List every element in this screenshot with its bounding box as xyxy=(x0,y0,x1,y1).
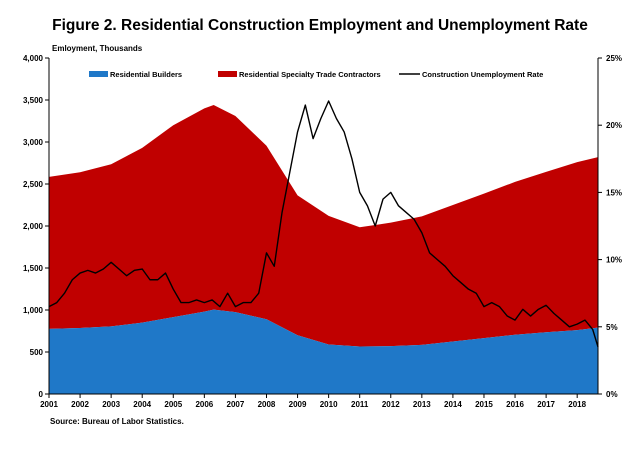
x-tick-label: 2003 xyxy=(102,400,120,409)
plot-area xyxy=(48,100,599,394)
series-area-residential-builders xyxy=(49,309,598,394)
x-tick-label: 2002 xyxy=(71,400,89,409)
left-tick-label: 3,000 xyxy=(23,138,44,147)
right-tick-label: 0% xyxy=(606,390,618,399)
left-tick-label: 2,000 xyxy=(23,222,44,231)
y-axis-label: Emloyment, Thousands xyxy=(52,44,143,53)
legend-swatch-residential-specialty-trade-contractors xyxy=(218,71,237,77)
x-tick-label: 2004 xyxy=(133,400,151,409)
x-tick-label: 2018 xyxy=(568,400,586,409)
left-tick-label: 1,500 xyxy=(23,264,44,273)
x-tick-label: 2016 xyxy=(506,400,524,409)
legend-label-residential-specialty-trade-contractors: Residential Specialty Trade Contractors xyxy=(239,70,381,79)
x-tick-label: 2012 xyxy=(382,400,400,409)
left-tick-label: 500 xyxy=(30,348,44,357)
left-tick-label: 0 xyxy=(39,390,44,399)
right-tick-label: 25% xyxy=(606,54,622,63)
source-note: Source: Bureau of Labor Statistics. xyxy=(50,417,184,426)
left-tick-label: 2,500 xyxy=(23,180,44,189)
left-tick-label: 1,000 xyxy=(23,306,44,315)
x-tick-label: 2001 xyxy=(40,400,58,409)
x-tick-label: 2017 xyxy=(537,400,555,409)
axes: 05001,0001,5002,0002,5003,0003,5004,000 … xyxy=(23,54,622,409)
right-axis-ticks: 0% 5% 10% 15% 20% 25% xyxy=(598,54,622,399)
x-tick-label: 2014 xyxy=(444,400,462,409)
x-tick-label: 2010 xyxy=(320,400,338,409)
right-tick-label: 10% xyxy=(606,256,622,265)
x-tick-label: 2006 xyxy=(195,400,213,409)
x-tick-label: 2007 xyxy=(227,400,245,409)
series-line-construction-unemployment-rate xyxy=(48,100,599,348)
right-tick-label: 5% xyxy=(606,323,618,332)
right-tick-label: 15% xyxy=(606,188,622,197)
legend-label-residential-builders: Residential Builders xyxy=(110,70,182,79)
legend-swatch-residential-builders xyxy=(89,71,108,77)
x-tick-label: 2013 xyxy=(413,400,431,409)
chart-title: Figure 2. Residential Construction Emplo… xyxy=(52,17,588,34)
left-tick-label: 4,000 xyxy=(23,54,44,63)
right-tick-label: 20% xyxy=(606,121,622,130)
series-area-residential-specialty-trade-contractors xyxy=(49,105,598,347)
legend: Residential Builders Residential Special… xyxy=(89,70,543,79)
x-axis-ticks: 2001 2002 2003 2004 2005 2006 2007 2008 2009 2010… xyxy=(40,394,587,409)
x-tick-label: 2011 xyxy=(351,400,369,409)
x-tick-label: 2008 xyxy=(258,400,276,409)
x-tick-label: 2009 xyxy=(289,400,307,409)
left-tick-label: 3,500 xyxy=(23,96,44,105)
x-tick-label: 2005 xyxy=(164,400,182,409)
x-tick-label: 2015 xyxy=(475,400,493,409)
legend-label-construction-unemployment-rate: Construction Unemployment Rate xyxy=(422,70,543,79)
left-axis-ticks: 0 500 1,000 1,500 2,000 2,500 3,000 3,500 4,000 xyxy=(23,54,49,399)
